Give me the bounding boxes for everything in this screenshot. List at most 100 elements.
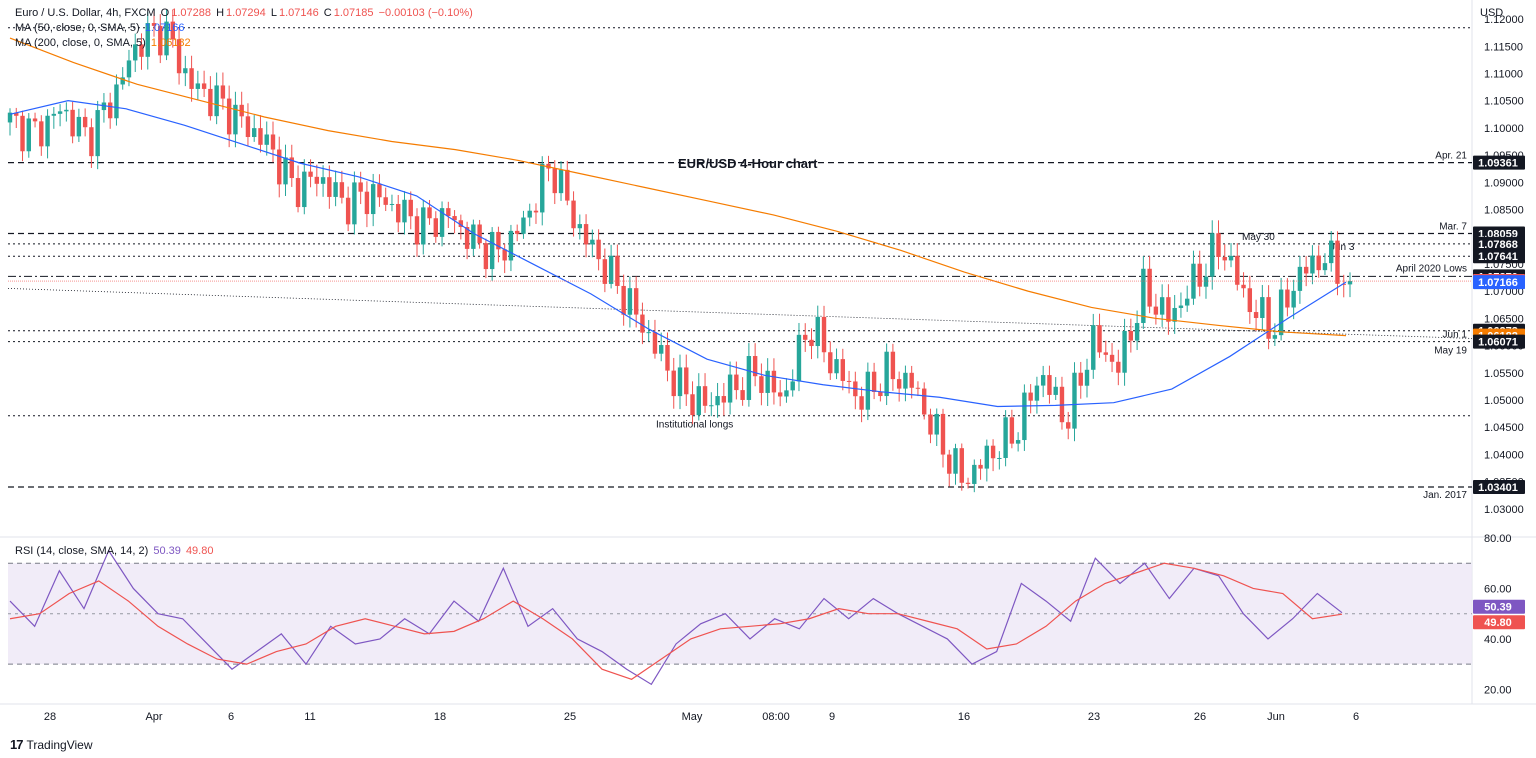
candle-body — [258, 128, 263, 145]
change-value: −0.00103 (−0.10%) — [378, 7, 473, 19]
candle-body — [107, 102, 113, 119]
candle-body — [896, 379, 902, 389]
price-tag-text: 1.03401 — [1478, 482, 1518, 494]
candle-body — [1116, 361, 1121, 373]
candle-body — [1272, 335, 1278, 339]
time-axis[interactable]: 28 Apr 6 11 18 25 May 08:00 9 16 23 26 Jun 6 — [44, 711, 1359, 723]
candle-body — [1141, 268, 1146, 324]
candle-body — [20, 115, 25, 152]
time-tick-label: 23 — [1088, 711, 1100, 723]
candle-body — [339, 182, 345, 198]
candle-body — [1278, 289, 1284, 336]
candle-body — [734, 374, 739, 391]
rsi-tick-label: 40.00 — [1484, 634, 1512, 646]
candle-body — [821, 316, 827, 353]
candle-body — [1091, 325, 1096, 370]
horizontal-levels: Apr. 21 Mar. 7 May 30 Jun 3 April 2020 Lows J… — [8, 27, 1472, 501]
price-tick-label: 1.11500 — [1484, 41, 1523, 53]
price-tick-label: 1.06500 — [1484, 313, 1524, 325]
rsi-legend[interactable]: RSI (14, close, SMA, 14, 2) 50.39 49.80 — [15, 545, 215, 557]
chart-title: EUR/USD 4-Hour chart — [678, 156, 818, 171]
time-tick-label: 26 — [1194, 711, 1206, 723]
candle-body — [126, 60, 132, 78]
candle-body — [201, 83, 207, 89]
candle-body — [558, 169, 564, 194]
candle-body — [815, 316, 820, 347]
price-tick-label: 1.10000 — [1484, 123, 1524, 135]
candle-body — [646, 332, 651, 334]
candle-body — [1303, 266, 1309, 274]
candle-body — [659, 345, 664, 354]
candle-body — [909, 372, 914, 388]
candle-body — [1128, 331, 1134, 341]
candle-body — [433, 218, 438, 237]
candle-body — [959, 448, 964, 483]
candle-body — [364, 191, 370, 215]
candle-body — [1335, 240, 1340, 284]
high-label: H — [216, 7, 225, 19]
ma200-value: 1.06182 — [150, 37, 191, 49]
price-axis[interactable]: 1.120001.115001.110001.105001.100001.095… — [1480, 7, 1524, 696]
candle-body — [195, 83, 201, 89]
candle-body — [1191, 263, 1196, 299]
level-label: Institutional longs — [656, 420, 733, 431]
ma200-legend[interactable]: MA (200, close, 0, SMA, 5) 1.06182 — [15, 37, 193, 49]
price-tick-label: 1.12000 — [1484, 14, 1524, 26]
candle-body — [709, 405, 714, 407]
candle-body — [477, 224, 482, 244]
candle-body — [834, 359, 839, 374]
time-tick-label: 6 — [228, 711, 234, 723]
trendline — [7, 288, 1473, 339]
candle-body — [690, 394, 695, 416]
candle-body — [565, 169, 570, 201]
rsi-tick-label: 20.00 — [1484, 684, 1512, 696]
price-tick-label: 1.04000 — [1484, 449, 1524, 461]
candle-body — [1072, 372, 1077, 429]
candle-body — [652, 332, 658, 354]
price-tick-label: 1.05500 — [1484, 368, 1524, 380]
price-tag-text: 1.09361 — [1478, 158, 1518, 170]
candle-body — [859, 396, 864, 410]
candle-body — [1034, 385, 1040, 401]
ma50-legend[interactable]: MA (50, close, 0, SMA, 5) 1.07166 — [15, 22, 187, 34]
candle-body — [370, 184, 376, 215]
price-tick-label: 1.05000 — [1484, 395, 1524, 407]
candle-body — [1166, 297, 1171, 322]
candle-body — [7, 112, 13, 123]
candle-body — [777, 392, 783, 397]
time-tick-label: 18 — [434, 711, 446, 723]
rsi-ma-value: 49.80 — [185, 545, 214, 557]
candle-body — [439, 208, 445, 237]
candle-body — [214, 85, 219, 117]
rsi-tag-bg — [1473, 615, 1525, 630]
candle-body — [421, 207, 426, 245]
candle-body — [1147, 268, 1152, 307]
candle-body — [1222, 257, 1227, 261]
level-label: Jan. 2017 — [1423, 490, 1467, 501]
candle-body — [446, 208, 451, 217]
candle-body — [953, 448, 958, 474]
close-label: C — [323, 7, 332, 19]
candle-body — [1047, 375, 1052, 395]
tradingview-logo[interactable]: 17 TradingView — [10, 737, 93, 752]
level-label: Mar. 7 — [1439, 222, 1467, 233]
candle-body — [972, 464, 977, 484]
candle-body — [1184, 298, 1190, 306]
price-tag-text: 1.07166 — [1478, 277, 1518, 289]
candle-body — [183, 68, 188, 74]
candle-body — [790, 381, 795, 391]
candle-body — [458, 220, 464, 228]
candle-body — [514, 230, 520, 234]
candle-body — [483, 243, 489, 270]
symbol-name: Euro / U.S. Dollar, 4h, FXCM — [15, 7, 156, 19]
candle-body — [934, 413, 939, 435]
candle-body — [389, 203, 395, 205]
price-labels: 1.093611.080591.078681.076411.072701.071… — [1473, 155, 1525, 630]
candle-body — [145, 23, 150, 57]
high-value: 1.07294 — [226, 7, 266, 19]
candle-body — [621, 285, 626, 315]
candle-body — [665, 345, 670, 371]
candle-body — [965, 482, 971, 484]
